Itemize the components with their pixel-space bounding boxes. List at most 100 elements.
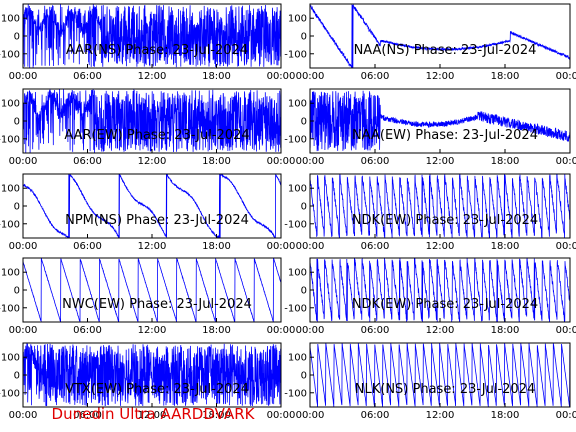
x-tick-label: 00:00 — [296, 325, 325, 336]
phase-panel: 100 0 -100 00:00 06:00 12:00 18:00 00:00 NWC(EW)… — [0, 257, 296, 336]
x-tick-label: 18:00 — [202, 241, 231, 252]
x-tick-label: 12:00 — [426, 241, 455, 252]
panel-title: NAA(NS) Phase: 23-Jul-2024 — [354, 43, 537, 58]
y-tick-label: 0 — [301, 32, 307, 43]
y-tick-label: -100 — [284, 303, 307, 314]
y-tick-label: 100 — [288, 14, 307, 25]
x-tick-label: 18:00 — [491, 71, 520, 82]
panel-title: AAR(NS) Phase: 23-Jul-2024 — [66, 43, 248, 58]
y-tick-label: 0 — [14, 202, 20, 213]
x-tick-label: 00:00 — [556, 241, 576, 252]
x-tick-label: 00:00 — [9, 241, 38, 252]
y-tick-label: -100 — [284, 219, 307, 230]
panel-title: NPM(NS) Phase: 23-Jul-2024 — [65, 213, 249, 228]
phase-panel: 100 0 -100 00:00 06:00 12:00 18:00 00:00 NPM(NS)… — [0, 173, 295, 252]
x-tick-label: 12:00 — [138, 241, 167, 252]
x-tick-label: 12:00 — [426, 325, 455, 336]
x-tick-label: 12:00 — [138, 71, 167, 82]
phase-panel: 100 0 -100 00:00 06:00 12:00 18:00 00:00 NDK(EW)… — [284, 173, 576, 252]
y-tick-label: -100 — [0, 219, 20, 230]
phase-series-line — [310, 343, 570, 407]
x-tick-label: 00:00 — [9, 156, 38, 167]
y-tick-label: 0 — [301, 202, 307, 213]
y-tick-label: 0 — [14, 286, 20, 297]
x-tick-label: 12:00 — [138, 325, 167, 336]
x-tick-label: 12:00 — [426, 71, 455, 82]
x-tick-label: 00:00 — [9, 71, 38, 82]
x-tick-label: 06:00 — [361, 410, 390, 421]
y-tick-label: -100 — [284, 388, 307, 399]
x-tick-label: 18:00 — [491, 410, 520, 421]
x-tick-label: 00:00 — [267, 325, 296, 336]
x-tick-label: 00:00 — [556, 71, 576, 82]
phase-panel: 100 0 -100 00:00 06:00 12:00 18:00 00:00 NLK(NS)… — [284, 342, 576, 421]
phase-panel: 100 0 -100 00:00 06:00 12:00 18:00 00:00 NAA(EW)… — [284, 88, 576, 167]
plot-frame — [22, 173, 282, 239]
x-tick-label: 18:00 — [491, 241, 520, 252]
footer-label: Dunedin Ultra AARDDVARK — [52, 405, 256, 423]
phase-panel: 100 0 -100 00:00 06:00 12:00 18:00 00:00 AAR(EW)… — [0, 88, 295, 167]
x-tick-label: 18:00 — [491, 325, 520, 336]
x-tick-label: 18:00 — [202, 71, 231, 82]
x-tick-label: 06:00 — [73, 71, 102, 82]
x-tick-label: 06:00 — [361, 241, 390, 252]
phase-panel: 100 0 -100 00:00 06:00 12:00 18:00 00:00 NAA(NS)… — [284, 3, 576, 82]
y-tick-label: 100 — [288, 353, 307, 364]
phase-series-line — [310, 174, 570, 238]
panel-title: AAR(EW) Phase: 23-Jul-2024 — [64, 128, 249, 143]
phase-series-line — [23, 343, 281, 407]
x-tick-label: 00:00 — [267, 71, 296, 82]
panel-title: NDK(EW) Phase: 23-Jul-2024 — [352, 213, 538, 228]
x-tick-label: 12:00 — [138, 410, 167, 421]
phase-series-line — [23, 89, 281, 153]
x-tick-label: 00:00 — [267, 410, 296, 421]
x-tick-label: 12:00 — [426, 410, 455, 421]
x-tick-label: 00:00 — [9, 410, 38, 421]
x-tick-label: 18:00 — [202, 325, 231, 336]
plot-frame — [22, 257, 282, 323]
phase-panel: 100 0 -100 00:00 06:00 12:00 18:00 00:00 VTX(EW)… — [0, 342, 296, 421]
y-tick-label: 100 — [1, 184, 20, 195]
y-tick-label: -100 — [0, 303, 20, 314]
x-tick-label: 00:00 — [296, 156, 325, 167]
x-tick-label: 00:00 — [296, 71, 325, 82]
y-tick-label: 100 — [288, 268, 307, 279]
x-tick-label: 18:00 — [491, 156, 520, 167]
x-tick-label: 06:00 — [361, 71, 390, 82]
x-tick-label: 00:00 — [556, 156, 576, 167]
y-tick-label: 100 — [1, 14, 20, 25]
y-tick-label: 0 — [14, 371, 20, 382]
x-tick-label: 00:00 — [556, 325, 576, 336]
y-tick-label: -100 — [284, 134, 307, 145]
y-tick-label: -100 — [0, 49, 20, 60]
phase-series-line — [23, 174, 281, 238]
x-tick-label: 06:00 — [361, 156, 390, 167]
y-tick-label: 0 — [14, 32, 20, 43]
y-tick-label: 100 — [288, 184, 307, 195]
y-tick-label: 100 — [1, 268, 20, 279]
x-tick-label: 12:00 — [138, 156, 167, 167]
x-tick-label: 06:00 — [361, 325, 390, 336]
x-tick-label: 00:00 — [296, 410, 325, 421]
plot-frame — [309, 3, 571, 69]
phase-series-line — [310, 258, 570, 322]
phase-panel: 100 0 -100 00:00 06:00 12:00 18:00 00:00 NDK(EW)… — [284, 257, 576, 336]
x-tick-label: 18:00 — [202, 410, 231, 421]
panel-title: NAA(EW) Phase: 23-Jul-2024 — [352, 128, 538, 143]
phase-panel: 100 0 -100 00:00 06:00 12:00 18:00 00:00 AAR(NS)… — [0, 3, 296, 82]
phase-series-line — [23, 4, 281, 68]
x-tick-label: 12:00 — [426, 156, 455, 167]
y-tick-label: -100 — [0, 134, 20, 145]
x-tick-label: 06:00 — [73, 241, 102, 252]
x-tick-label: 06:00 — [73, 156, 102, 167]
x-tick-label: 00:00 — [9, 325, 38, 336]
phase-series-line — [23, 258, 281, 322]
phase-series-line — [310, 4, 570, 68]
x-tick-label: 00:00 — [296, 241, 325, 252]
panel-title: VTX(EW) Phase: 23-Jul-2024 — [65, 382, 249, 397]
y-tick-label: 0 — [301, 117, 307, 128]
phase-series-line — [310, 90, 570, 152]
panel-title: NDK(EW) Phase: 23-Jul-2024 — [352, 297, 538, 312]
y-tick-label: 0 — [14, 117, 20, 128]
